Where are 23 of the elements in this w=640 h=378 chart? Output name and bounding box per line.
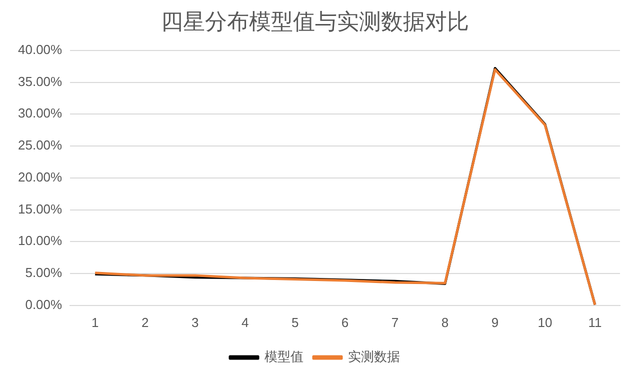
chart-title: 四星分布模型值与实测数据对比 bbox=[161, 10, 469, 35]
y-tick-label: 30.00% bbox=[18, 106, 63, 121]
x-tick-label: 2 bbox=[141, 314, 149, 330]
y-tick-label: 40.00% bbox=[18, 42, 63, 57]
x-tick-label: 10 bbox=[538, 314, 552, 330]
x-tick-label: 5 bbox=[291, 314, 299, 330]
x-tick-label: 8 bbox=[441, 314, 449, 330]
legend-label: 模型值 bbox=[264, 350, 304, 365]
x-tick-label: 7 bbox=[391, 314, 399, 330]
y-tick-label: 10.00% bbox=[18, 233, 63, 248]
y-tick-label: 0.00% bbox=[25, 296, 63, 312]
x-tick-label: 9 bbox=[491, 314, 499, 330]
y-tick-label: 35.00% bbox=[18, 74, 63, 89]
x-tick-label: 3 bbox=[191, 314, 199, 330]
legend-label: 实测数据 bbox=[348, 350, 400, 365]
y-tick-label: 25.00% bbox=[18, 138, 63, 153]
x-tick-label: 4 bbox=[241, 314, 249, 330]
x-tick-label: 11 bbox=[588, 314, 602, 330]
y-tick-label: 15.00% bbox=[18, 201, 63, 216]
x-tick-label: 1 bbox=[91, 314, 99, 330]
y-tick-label: 5.00% bbox=[25, 265, 63, 280]
x-tick-label: 6 bbox=[341, 314, 349, 330]
y-tick-label: 20.00% bbox=[18, 169, 63, 184]
